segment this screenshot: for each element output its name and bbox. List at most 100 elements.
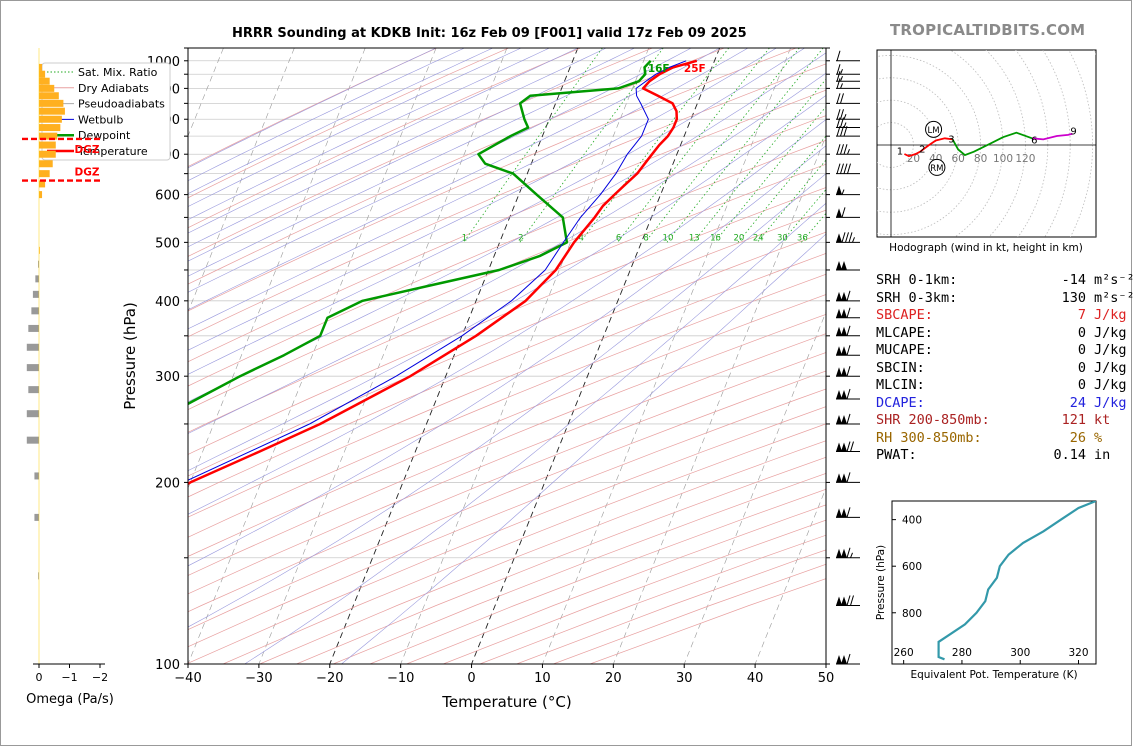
index-value: 0	[1077, 377, 1086, 393]
pseudoadiabat	[244, 202, 826, 664]
index-label: PWAT:	[876, 447, 917, 463]
wind-barb-flag	[836, 208, 842, 218]
hodograph-trace	[919, 137, 953, 153]
wind-barb-flag	[841, 346, 847, 356]
legend-label: Pseudoadiabats	[78, 98, 165, 111]
wind-barb	[836, 185, 860, 196]
omega-bar	[39, 63, 43, 71]
omega-bar	[39, 132, 58, 140]
x-axis-label: Temperature (°C)	[441, 693, 571, 711]
hodograph-marker	[928, 158, 946, 176]
wind-barb	[836, 413, 860, 425]
wind-barb-flag	[841, 655, 847, 664]
pseudoadiabat	[188, 119, 826, 515]
x-tick-label: 0	[467, 671, 475, 686]
dry-adiabat	[188, 209, 826, 477]
index-value: 0	[1077, 342, 1086, 358]
omega-bar	[39, 160, 53, 168]
wind-barb-flag	[841, 442, 847, 452]
wind-barb-full	[846, 653, 851, 665]
omega-bar	[39, 246, 40, 254]
index-value: 0	[1077, 359, 1086, 376]
wind-barb-half	[850, 552, 853, 558]
wind-barb-flag	[836, 473, 842, 483]
index-row: DCAPE: 24 J/kg	[876, 395, 1134, 413]
index-value: -14	[1061, 272, 1086, 288]
index-row: PWAT: 0.14 in	[876, 447, 1134, 465]
index-unit: in	[1094, 447, 1111, 463]
index-row: SRH 0-1km: -14 m²s⁻²	[876, 272, 1134, 290]
mixing-ratio-line	[617, 48, 770, 243]
wind-barb	[836, 93, 860, 104]
x-tick-label: 10	[534, 671, 551, 686]
wind-barb-flag	[836, 414, 842, 424]
dry-adiabat	[188, 63, 826, 338]
dry-adiabat	[188, 48, 509, 199]
wind-barb	[836, 441, 860, 453]
wind-barb-half	[847, 149, 850, 155]
hodograph-inner: 2040608010012012369LMRM	[877, 50, 1096, 237]
wind-barb-flag	[836, 508, 842, 518]
skewt-profiles	[188, 59, 698, 486]
pseudoadiabat	[188, 48, 522, 207]
theta-e-y-label: Pressure (hPa)	[875, 545, 887, 620]
isotherm-line	[0, 48, 11, 664]
pseudoadiabat	[188, 52, 826, 403]
hodograph-frame	[876, 49, 1097, 238]
omega-bar	[31, 307, 39, 315]
pseudoadiabat	[188, 48, 579, 234]
omega-bar	[39, 141, 56, 149]
wind-barb-flag	[841, 260, 847, 270]
isotherm-line	[188, 48, 295, 313]
omega-bar	[35, 275, 39, 283]
isotherm-line	[400, 48, 650, 664]
mixing-ratio-label: 20	[733, 233, 744, 243]
pseudoadiabat	[188, 48, 607, 248]
index-label: SHR 200-850mb:	[876, 412, 990, 428]
wind-barb-flag	[841, 326, 847, 336]
hodograph-marker-label: RM	[930, 164, 943, 174]
wind-barb	[836, 388, 860, 400]
profile-dewpoint	[188, 59, 652, 406]
index-row: SRH 0-3km: 130 m²s⁻²	[876, 290, 1134, 308]
mixing-ratio-line	[644, 48, 800, 243]
brand-label: TROPICALTIDBITS.COM	[890, 21, 1086, 39]
wind-barb	[836, 345, 860, 356]
wind-barb-full	[848, 232, 853, 243]
legend-label: Dewpoint	[78, 129, 131, 142]
hodograph-tick-label: 100	[993, 153, 1013, 165]
index-value: 0	[1077, 324, 1086, 341]
dry-adiabat	[188, 352, 826, 613]
wind-barb-full	[836, 64, 841, 75]
wind-barb-half	[840, 76, 843, 82]
index-unit: J/kg	[1094, 307, 1127, 323]
wind-barb-full	[840, 109, 844, 120]
omega-bar	[39, 170, 50, 178]
isotherm-line	[683, 311, 826, 664]
omega-tick-label: 0	[36, 671, 43, 684]
index-value: 121	[1061, 412, 1086, 428]
hodograph-tick-label: 60	[952, 153, 965, 165]
hodograph-height-label: 1	[897, 147, 903, 158]
wind-barb	[836, 653, 860, 665]
wind-barb-flag	[841, 389, 847, 399]
wind-barb	[836, 64, 860, 75]
pseudoadiabat	[188, 48, 777, 351]
theta-e-y-tick-label: 600	[902, 561, 922, 573]
isotherm-line	[542, 48, 791, 664]
theta-e-x-tick-label: 320	[1068, 647, 1088, 659]
omega-bar	[39, 150, 56, 158]
hodograph-tick-label: 80	[974, 153, 987, 165]
hodograph-trace	[1032, 132, 1073, 141]
wind-barb-full	[846, 472, 851, 483]
wind-barb-full	[846, 507, 851, 518]
dry-adiabat	[188, 231, 826, 498]
index-unit: J/kg	[1094, 324, 1127, 341]
wind-barb-full	[843, 144, 848, 155]
wind-barb	[836, 260, 860, 271]
wind-barb-half	[840, 69, 843, 75]
x-tick-label: 20	[605, 671, 622, 686]
wind-barb-full	[846, 325, 851, 336]
index-label: MUCAPE:	[876, 342, 933, 358]
omega-bar	[39, 84, 55, 92]
